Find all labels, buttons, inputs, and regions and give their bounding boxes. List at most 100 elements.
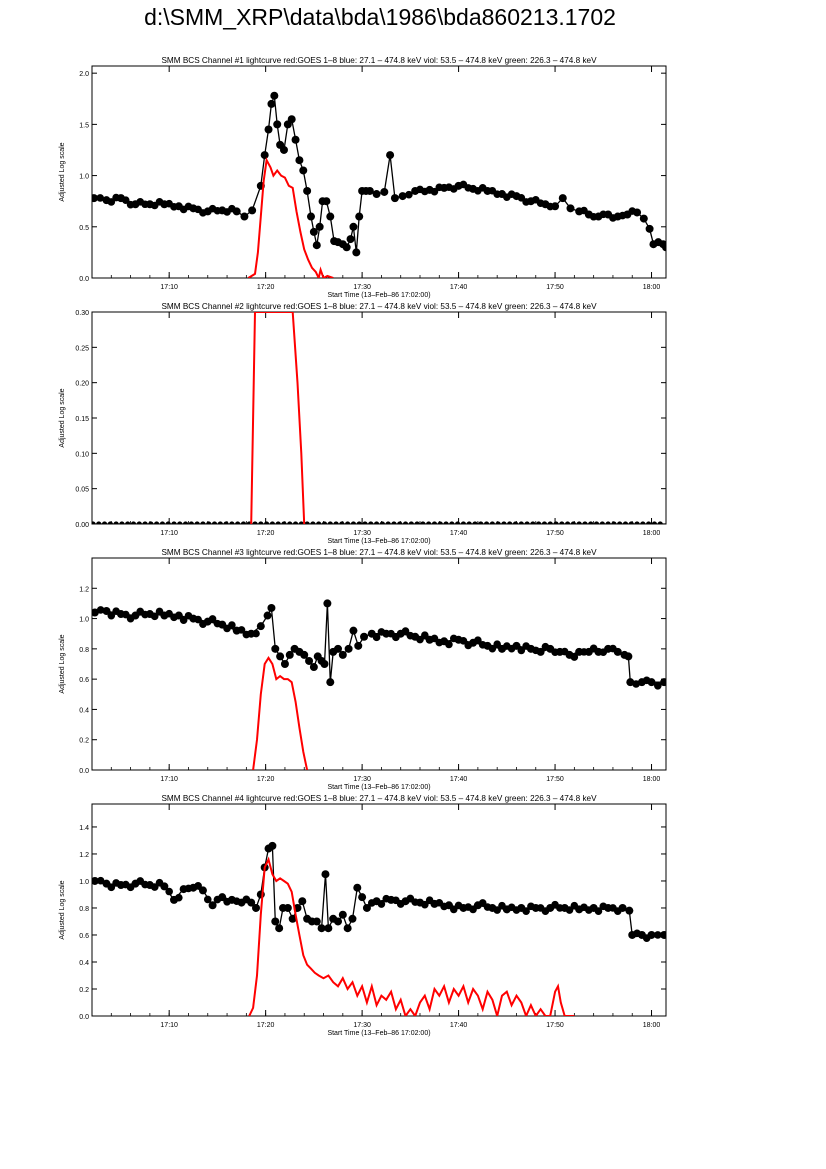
data-point [184, 611, 193, 620]
data-point [184, 202, 193, 211]
data-point [121, 196, 130, 204]
data-point [372, 633, 381, 642]
data-point [148, 521, 154, 524]
data-point [560, 647, 569, 656]
series-line [93, 95, 666, 253]
x-axis-label: Start Time (13–Feb–86 17:02:00) [327, 784, 430, 791]
data-point [507, 521, 513, 524]
data-point [283, 903, 292, 912]
x-tick-label: 17:50 [546, 530, 564, 537]
data-point [155, 607, 164, 616]
data-point [570, 521, 576, 524]
data-point [92, 521, 96, 524]
data-point [315, 222, 324, 231]
y-tick-label: 0.10 [75, 451, 89, 458]
data-point [291, 135, 300, 144]
data-point [421, 631, 429, 639]
y-tick-label: 0.6 [79, 677, 89, 684]
series-1 [92, 599, 666, 690]
data-point [305, 656, 314, 665]
x-tick-label: 17:30 [353, 776, 371, 783]
data-point [298, 897, 307, 906]
series-1 [92, 521, 666, 524]
data-point [165, 521, 171, 524]
panel-title: SMM BCS Channel #2 lightcurve red:GOES 1… [161, 302, 597, 311]
data-point [119, 521, 125, 524]
data-point [489, 521, 495, 524]
series-1 [92, 841, 666, 943]
data-point [406, 631, 415, 640]
data-point [493, 906, 501, 914]
data-point [252, 903, 260, 912]
plot-frame [91, 65, 667, 279]
data-point [541, 642, 550, 651]
data-point [141, 610, 149, 619]
data-point [292, 521, 299, 524]
data-point [385, 521, 391, 524]
data-point [228, 204, 236, 213]
plot-frame [91, 803, 667, 1017]
y-tick-label: 0.00 [75, 522, 89, 529]
data-point [609, 644, 617, 653]
data-point [402, 521, 409, 524]
data-point [551, 648, 559, 656]
data-point [142, 521, 148, 524]
y-tick-label: 0.0 [79, 1014, 89, 1021]
data-point [350, 521, 357, 524]
x-axis-label: Start Time (13–Feb–86 17:02:00) [327, 1030, 430, 1037]
data-point [401, 627, 410, 635]
data-point [449, 634, 458, 643]
series-2 [250, 312, 306, 524]
data-point [507, 644, 516, 653]
data-point [334, 644, 342, 653]
data-point [625, 906, 634, 915]
data-point [258, 521, 264, 524]
data-point [248, 206, 257, 215]
data-point [416, 635, 424, 644]
y-tick-label: 0.5 [79, 225, 89, 232]
data-point [194, 521, 200, 524]
data-point [570, 653, 579, 661]
data-point [599, 521, 605, 524]
data-point [466, 521, 472, 524]
data-point [445, 640, 453, 649]
data-point [269, 521, 275, 524]
chart-panel-1: SMM BCS Channel #1 lightcurve red:GOES 1… [59, 56, 667, 299]
plot-frame [91, 311, 667, 525]
data-point [478, 184, 487, 192]
data-point [141, 200, 149, 209]
x-tick-label: 17:30 [353, 284, 371, 291]
data-point [599, 648, 608, 656]
data-point [96, 194, 104, 202]
data-point [588, 521, 594, 524]
data-point [130, 521, 137, 524]
data-point [474, 636, 482, 644]
y-tick-label: 2.0 [79, 71, 89, 78]
data-point [107, 521, 113, 524]
data-point [275, 924, 284, 933]
data-point [556, 904, 564, 912]
data-point [154, 521, 160, 524]
data-point [344, 644, 353, 653]
data-point [343, 924, 352, 933]
data-point [512, 906, 521, 914]
data-point [199, 209, 207, 217]
data-point [589, 644, 598, 653]
data-point [386, 151, 395, 160]
data-point [182, 521, 189, 524]
data-point [276, 652, 285, 661]
data-point [126, 883, 135, 892]
data-point [421, 187, 429, 196]
data-point [321, 521, 328, 524]
data-point [660, 930, 666, 939]
data-point [580, 206, 588, 215]
data-point [268, 841, 277, 850]
data-point [599, 902, 608, 911]
data-point [271, 644, 280, 653]
data-point [411, 898, 419, 906]
data-point [339, 521, 345, 524]
x-tick-label: 17:40 [450, 284, 468, 291]
data-point [275, 521, 281, 524]
plot-frame [91, 557, 667, 771]
data-point [380, 187, 389, 196]
